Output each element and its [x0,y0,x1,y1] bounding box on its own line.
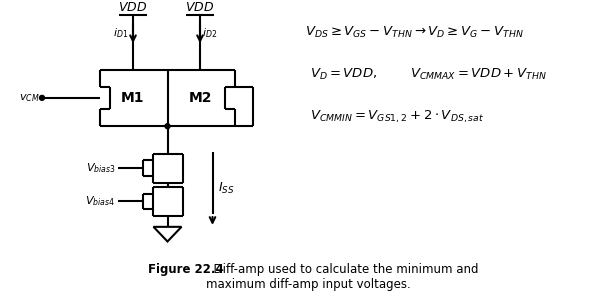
Text: M1: M1 [121,91,145,105]
Circle shape [165,124,170,129]
Text: $V_D = VDD,$: $V_D = VDD,$ [310,67,377,82]
Text: $V_{CMMAX} = VDD + V_{THN}$: $V_{CMMAX} = VDD + V_{THN}$ [410,67,547,82]
Text: $VDD$: $VDD$ [185,1,215,15]
Text: M2: M2 [188,91,212,105]
Text: $i_{D1}$: $i_{D1}$ [113,26,128,40]
Circle shape [40,95,44,100]
Polygon shape [154,227,182,241]
Text: $V_{bias4}$: $V_{bias4}$ [85,195,115,208]
Text: Diff-amp used to calculate the minimum and
maximum diff-amp input voltages.: Diff-amp used to calculate the minimum a… [206,263,479,291]
Text: Figure 22.4: Figure 22.4 [148,263,224,276]
Text: $v_{CM}$: $v_{CM}$ [19,92,40,104]
Text: $VDD$: $VDD$ [118,1,148,15]
Text: $V_{CMMIN} = V_{GS1,2} + 2 \cdot V_{DS,sat}$: $V_{CMMIN} = V_{GS1,2} + 2 \cdot V_{DS,s… [310,108,484,125]
Text: $I_{SS}$: $I_{SS}$ [218,181,234,196]
Text: $V_{bias3}$: $V_{bias3}$ [86,161,115,175]
Text: $V_{DS} \geq V_{GS} - V_{THN} \rightarrow V_D \geq V_G - V_{THN}$: $V_{DS} \geq V_{GS} - V_{THN} \rightarro… [305,25,524,40]
Text: $i_{D2}$: $i_{D2}$ [202,26,217,40]
